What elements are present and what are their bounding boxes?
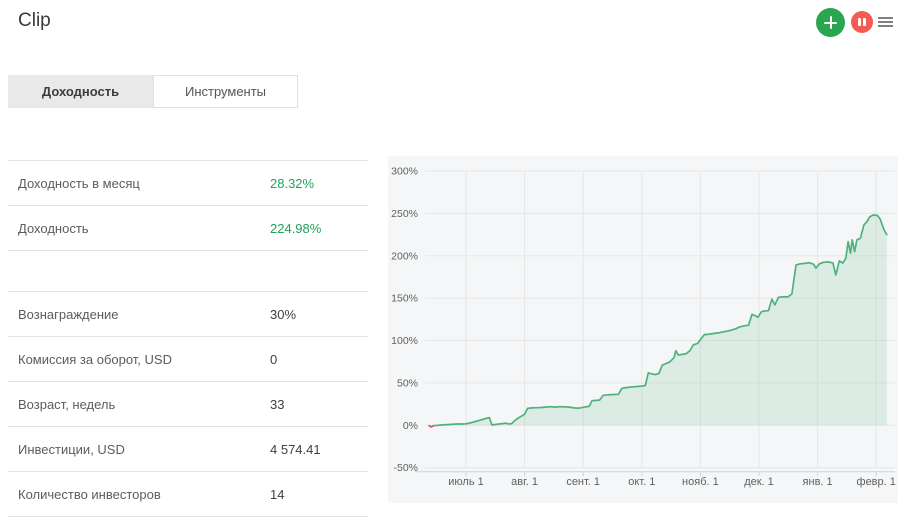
stat-label: Доходность в месяц — [18, 175, 140, 191]
y-axis-label: 150% — [391, 293, 418, 305]
pause-icon — [858, 18, 866, 26]
x-axis-label: дек. 1 — [744, 476, 774, 488]
y-axis-label: -50% — [393, 462, 418, 474]
hamburger-menu-icon — [878, 17, 893, 27]
x-axis-label: февр. 1 — [857, 476, 896, 488]
stat-value: 30% — [270, 306, 297, 322]
stat-row-age-weeks: Возраст, недель 33 — [8, 381, 368, 426]
series-line-negative — [428, 424, 435, 428]
stat-value: 28.32% — [270, 175, 315, 191]
stat-label: Количество инвесторов — [18, 486, 161, 502]
x-axis-label: янв. 1 — [803, 476, 833, 488]
stat-row-investors-count: Количество инвесторов 14 — [8, 471, 368, 516]
x-axis-label: нояб. 1 — [682, 476, 719, 488]
stat-row-monthly-return: Доходность в месяц 28.32% — [8, 160, 368, 205]
series-line — [432, 214, 888, 427]
x-axis-label: авг. 1 — [511, 476, 538, 488]
stat-value: 224.98% — [270, 220, 322, 236]
stat-label: Инвестиции, USD — [18, 441, 125, 457]
performance-chart[interactable]: 300% 250% 200% 150% 100% 50% 0% -50% июль 1 авг. … — [388, 156, 898, 503]
stat-value: 14 — [270, 486, 285, 502]
stat-label: Комиссия за оборот, USD — [18, 351, 172, 367]
stats-list: Доходность в месяц 28.32% Доходность 224… — [8, 160, 368, 517]
stat-row-turnover-fee: Комиссия за оборот, USD 0 — [8, 336, 368, 381]
x-axis-label: сент. 1 — [566, 476, 600, 488]
stat-label: Доходность — [18, 220, 89, 236]
series-area-fill — [429, 215, 887, 427]
stat-label: Вознаграждение — [18, 306, 119, 322]
tab-bar: Доходность Инструменты — [8, 75, 298, 108]
y-axis-label: 100% — [391, 335, 418, 347]
x-axis-label: окт. 1 — [628, 476, 655, 488]
y-axis-label: 300% — [391, 166, 418, 178]
stat-value: 0 — [270, 351, 278, 367]
add-button[interactable] — [816, 8, 845, 37]
stat-label: Возраст, недель — [18, 396, 116, 412]
menu-button[interactable] — [878, 17, 893, 27]
stat-row-investments: Инвестиции, USD 4 574.41 — [8, 426, 368, 471]
y-axis-label: 50% — [397, 377, 418, 389]
stats-section-divider — [8, 250, 368, 291]
x-axis-label: июль 1 — [448, 476, 483, 488]
stat-row-total-return: Доходность 224.98% — [8, 205, 368, 250]
tab-instruments[interactable]: Инструменты — [153, 75, 298, 108]
plus-icon — [824, 16, 837, 29]
performance-chart-svg[interactable]: 300% 250% 200% 150% 100% 50% 0% -50% июль 1 авг. … — [388, 156, 898, 503]
stat-row-commission: Вознаграждение 30% — [8, 291, 368, 336]
page-title: Clip — [18, 10, 51, 31]
stat-value: 33 — [270, 396, 285, 412]
tab-profitability[interactable]: Доходность — [8, 75, 153, 108]
pause-button[interactable] — [851, 11, 873, 33]
y-axis-label: 250% — [391, 208, 418, 220]
y-axis-label: 0% — [403, 420, 418, 432]
stat-value: 4 574.41 — [270, 441, 321, 457]
y-axis-label: 200% — [391, 250, 418, 262]
